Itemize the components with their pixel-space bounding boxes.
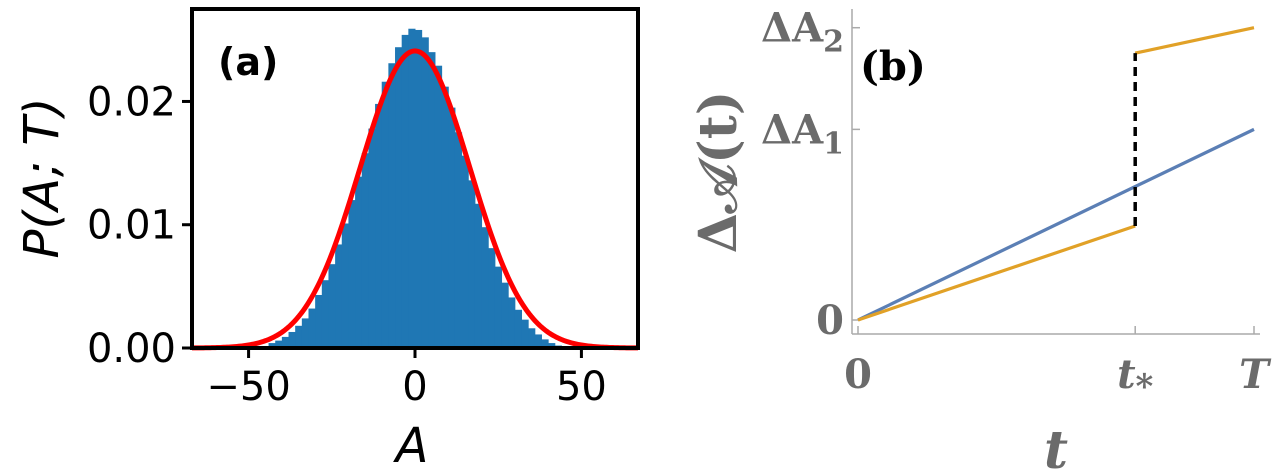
histogram-bar [461, 155, 469, 348]
histogram-bar [514, 309, 523, 348]
y-ticks-a: 0.00 0.01 0.02 [87, 79, 192, 372]
histogram-bar [481, 227, 489, 348]
histogram-bar [534, 334, 542, 348]
y-tick-label-a: 0.01 [87, 203, 176, 249]
y-ticks-b: 0 ΔA1 ΔA2 [761, 5, 860, 344]
histogram-bar [381, 81, 389, 349]
histogram-bar [441, 86, 449, 349]
histogram-bar [315, 294, 323, 348]
histogram-bar [368, 128, 376, 348]
histogram-bar [474, 203, 483, 348]
x-ticks-b: 0 t* T [844, 326, 1272, 407]
histogram-bar [308, 308, 316, 348]
histogram-bar [548, 343, 556, 348]
histogram-bar [395, 47, 403, 349]
histogram-bar [488, 248, 496, 348]
histogram-bar [295, 325, 303, 348]
histogram-bar [388, 63, 396, 349]
x-axis-label-a: A [393, 418, 429, 470]
x-tick-label-b: t* [1117, 351, 1153, 407]
y-tick-label-b: 0 [816, 297, 844, 344]
y-axis-label-b: Δ𝒜(t) [688, 91, 749, 254]
histogram-bar [501, 282, 509, 348]
x-tick-label-a: 0 [402, 364, 427, 410]
series-lines-b [857, 26, 1255, 322]
panel-b: 0 t* T 0 ΔA1 ΔA2 (b) t Δ𝒜(t) [688, 5, 1272, 470]
histogram-bar [348, 200, 356, 348]
x-tick-label-b: T [1239, 351, 1272, 398]
series-line-orange [1134, 26, 1255, 55]
histogram-bar [521, 319, 529, 348]
histogram-bar [428, 52, 436, 349]
histogram-bar [361, 153, 369, 348]
y-axis-label-a: P(A; T) [14, 98, 70, 259]
histogram-bar [421, 37, 429, 349]
panel-a: −50 0 50 0.00 0.01 0.02 (a) A P(A; T) [14, 7, 640, 470]
histogram-bar [288, 331, 296, 348]
histogram-bar [408, 28, 416, 349]
histogram-bar [341, 223, 349, 348]
y-tick-label-b: ΔA2 [761, 5, 844, 60]
histogram-bar [375, 103, 383, 348]
y-tick-label-a: 0.00 [87, 326, 176, 372]
histogram-bar [321, 280, 329, 348]
histogram-bar [454, 132, 463, 348]
histogram-bar [494, 266, 503, 348]
series-line-orange [857, 224, 1136, 322]
gaussian-fit-curve [191, 48, 639, 351]
histogram-bar [268, 343, 276, 348]
histogram-bar [415, 29, 423, 349]
x-axis-label-b: t [1044, 420, 1068, 470]
y-tick-label-b: ΔA1 [761, 106, 844, 161]
histogram-bar [508, 297, 516, 348]
panel-label-a: (a) [218, 40, 278, 84]
histogram-bar [541, 339, 549, 348]
histogram-bar [301, 318, 309, 348]
histogram-bar [281, 336, 290, 348]
x-tick-label-b: 0 [844, 351, 872, 398]
panel-label-b: (b) [860, 43, 926, 90]
histogram-bar [528, 328, 536, 348]
histogram-bars [268, 28, 562, 349]
histogram-bar [335, 244, 343, 348]
histogram-bar [275, 340, 283, 348]
histogram-bar [355, 176, 363, 348]
x-ticks-a: −50 0 50 [206, 348, 607, 410]
x-tick-label-a: 50 [556, 364, 607, 410]
y-tick-label-a: 0.02 [87, 79, 176, 125]
histogram-bar [434, 65, 443, 349]
x-tick-label-a: −50 [206, 364, 290, 410]
histogram-bar [401, 34, 409, 349]
series-line-blue [857, 127, 1255, 322]
histogram-bar [468, 180, 476, 348]
histogram-bar [448, 107, 456, 348]
histogram-bar [328, 264, 336, 348]
